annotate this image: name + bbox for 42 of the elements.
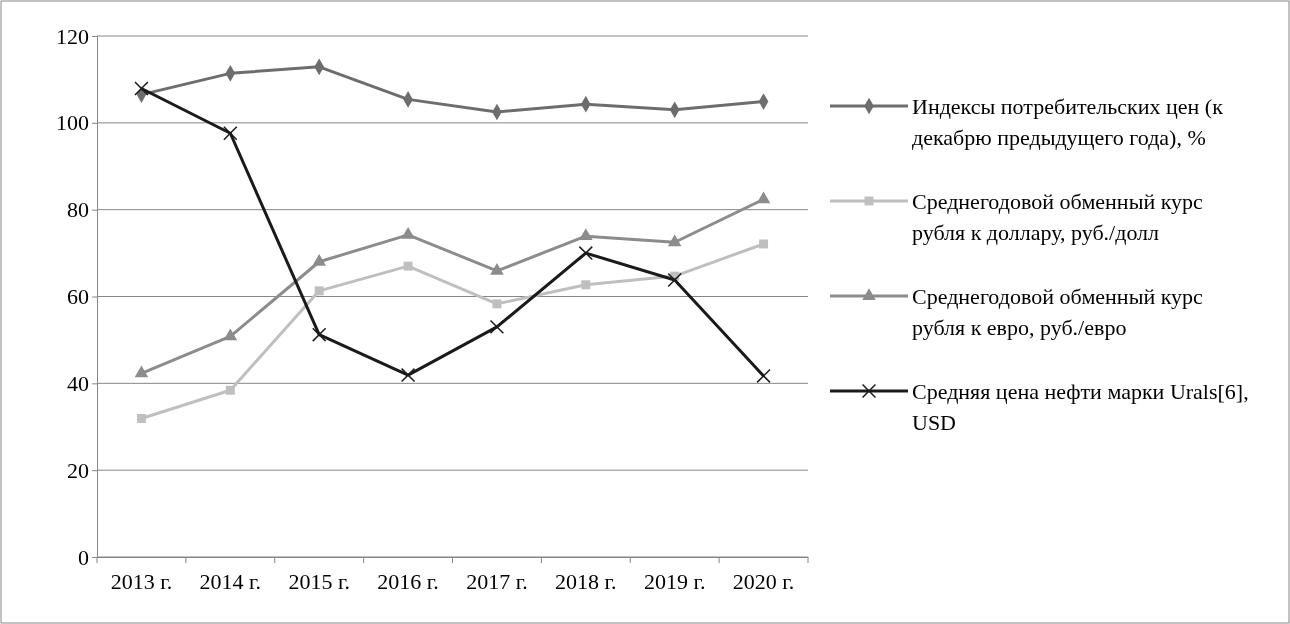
point	[578, 245, 593, 261]
x-tick-label: 2018 г.	[555, 568, 617, 594]
point	[492, 299, 502, 309]
point	[667, 272, 682, 288]
point	[312, 253, 326, 266]
y-tick-label: 100	[56, 110, 89, 136]
point	[136, 414, 146, 423]
legend-label: Средняя цена нефти марки Urals[6], USD	[912, 379, 1249, 435]
point	[223, 126, 238, 141]
point	[756, 191, 771, 204]
x-tick-label: 2015 г.	[288, 568, 350, 594]
x-tick-label: 2014 г.	[199, 568, 262, 594]
point	[225, 385, 235, 395]
point	[756, 368, 771, 384]
point	[403, 261, 413, 271]
point	[490, 263, 504, 275]
y-tick-label: 0	[78, 544, 89, 570]
point	[489, 319, 505, 335]
point	[400, 367, 416, 383]
point	[759, 239, 769, 249]
y-tick-label: 120	[56, 23, 89, 49]
y-tick-label: 60	[67, 284, 89, 310]
y-tick-label: 80	[67, 197, 89, 223]
point	[314, 286, 324, 296]
point	[401, 227, 415, 239]
point	[581, 280, 591, 290]
x-tick-label: 2019 г.	[643, 568, 706, 594]
legend-label: Среднегодовой обменный курс рубля к евро, руб./евро	[912, 284, 1204, 340]
point	[579, 228, 593, 241]
point	[134, 365, 149, 378]
point	[312, 327, 327, 342]
legend-label: Индексы потребительских цен (к декабрю предыдущего года), %	[912, 94, 1224, 150]
x-tick-label: 2017 г.	[466, 568, 528, 594]
x-tick-label: 2020 г.	[732, 568, 795, 594]
legend-label: Среднегодовой обменный курс рубля к доллару, руб./долл	[912, 189, 1204, 245]
y-tick-label: 20	[67, 457, 89, 483]
x-tick-label: 2016 г.	[377, 568, 439, 594]
x-tick-label: 2013 г.	[110, 568, 173, 594]
y-tick-label: 40	[67, 370, 89, 396]
point	[223, 328, 238, 341]
point	[134, 81, 149, 96]
point	[667, 234, 682, 247]
